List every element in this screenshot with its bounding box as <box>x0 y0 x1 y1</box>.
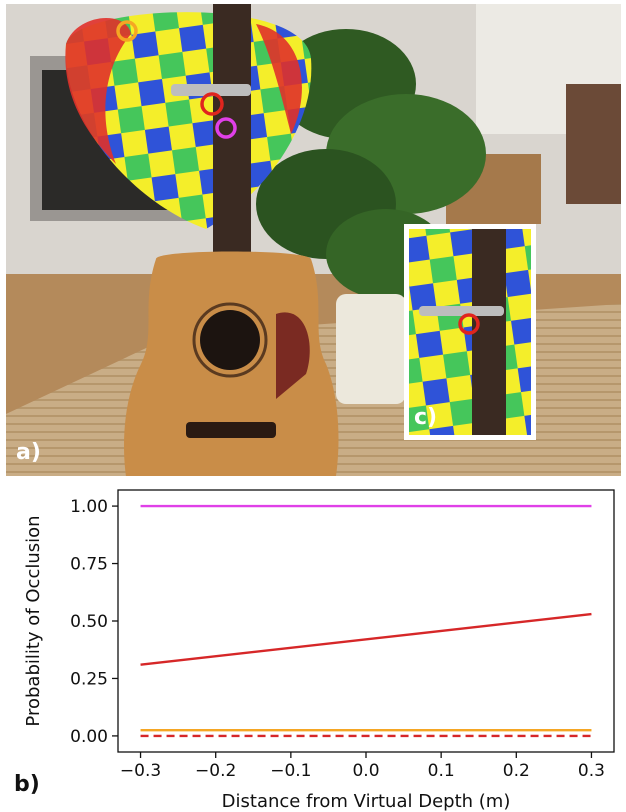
x-tick-label: 0.0 <box>352 761 379 781</box>
scene-photo: c) a) <box>6 4 621 476</box>
x-tick-label: 0.1 <box>428 761 455 781</box>
y-tick-label: 0.50 <box>70 612 108 632</box>
panel-label-c: c) <box>414 405 437 430</box>
y-tick-label: 1.00 <box>70 497 108 517</box>
bookshelf <box>566 84 621 204</box>
series-line-2 <box>140 612 592 666</box>
y-axis-ticks: 0.00 0.25 0.50 0.75 1.00 <box>70 497 118 747</box>
x-tick-label: −0.1 <box>270 761 311 781</box>
inset-red-marker <box>458 313 480 335</box>
y-tick-label: 0.00 <box>70 727 108 747</box>
inset-zoom: c) <box>404 224 536 440</box>
panel-label-a: a) <box>16 440 41 465</box>
panel-label-b: b) <box>14 772 40 797</box>
guitar <box>124 4 339 476</box>
magenta-marker <box>215 117 237 139</box>
series-layer <box>140 504 592 738</box>
x-axis-label: Distance from Virtual Depth (m) <box>222 791 511 812</box>
occlusion-chart: −0.3 −0.2 −0.1 0.0 0.1 0.2 0.3 0.00 0.25 0.50 0.7… <box>14 489 615 812</box>
orange-marker <box>116 20 138 42</box>
x-tick-label: 0.2 <box>503 761 530 781</box>
x-tick-label: −0.2 <box>195 761 236 781</box>
x-axis-ticks: −0.3 −0.2 −0.1 0.0 0.1 0.2 0.3 <box>120 752 605 781</box>
y-tick-label: 0.75 <box>70 555 108 575</box>
x-tick-label: 0.3 <box>578 761 605 781</box>
y-axis-label: Probability of Occlusion <box>23 515 44 726</box>
red-marker <box>200 92 224 116</box>
x-tick-label: −0.3 <box>120 761 161 781</box>
y-tick-label: 0.25 <box>70 669 108 689</box>
